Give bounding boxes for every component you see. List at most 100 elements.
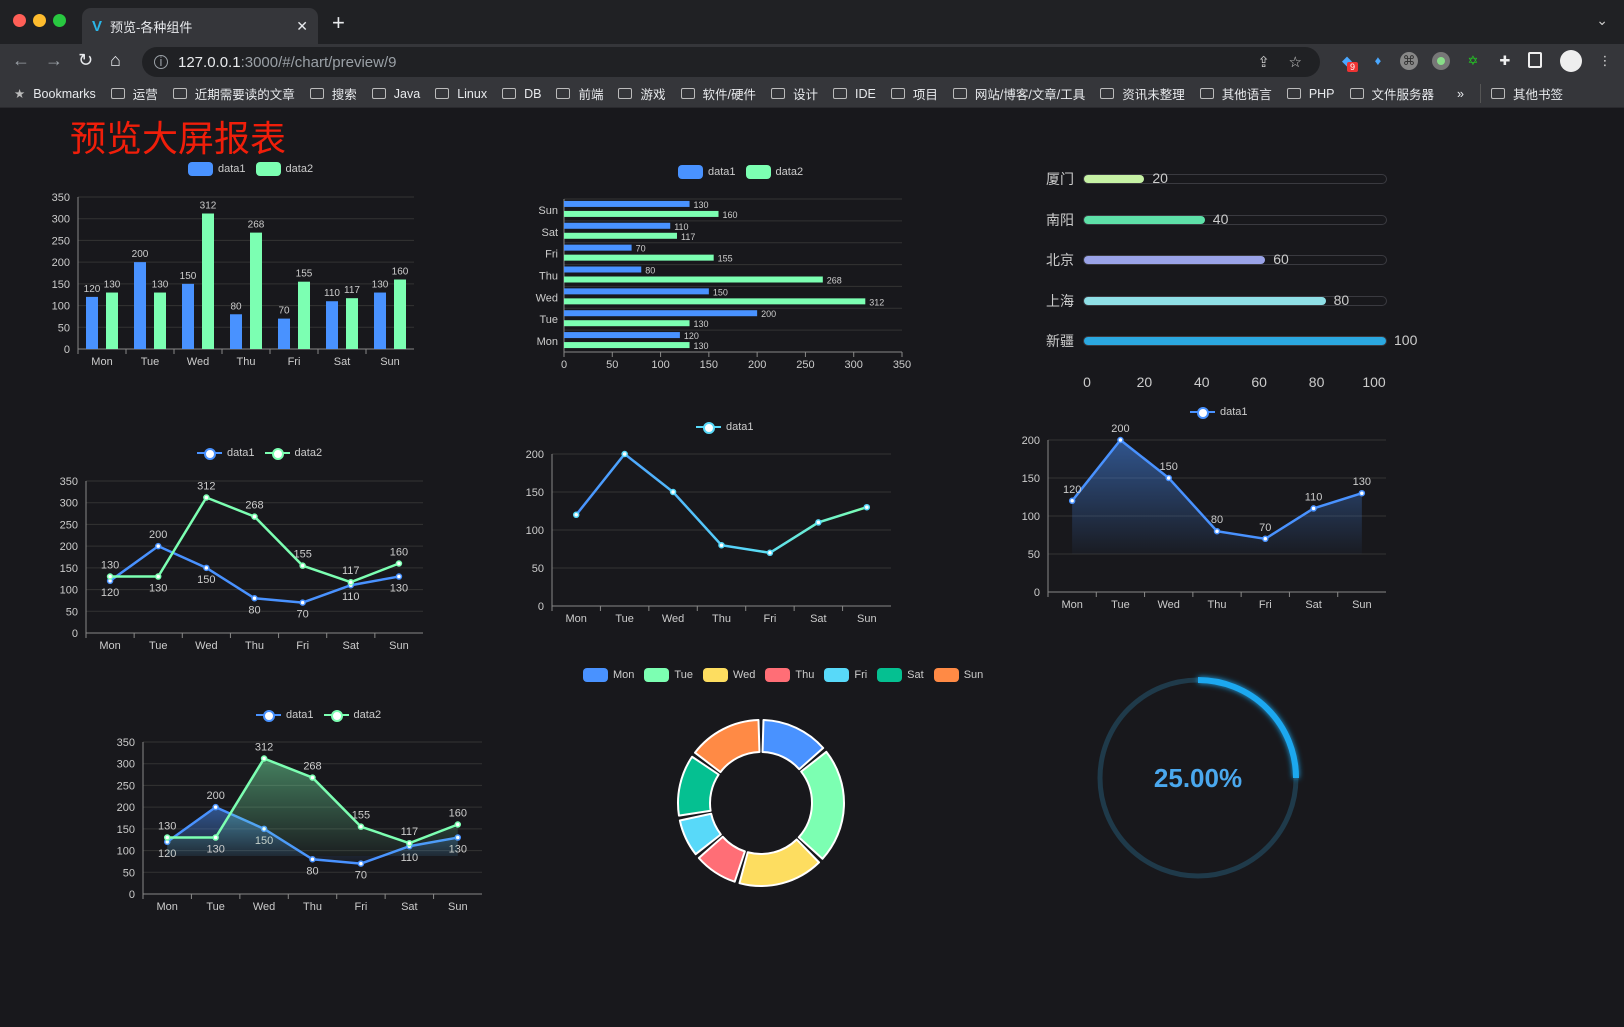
legend-item[interactable]: data1 [678,165,736,179]
y-tick-label: 0 [72,628,78,640]
home-icon[interactable]: ⌂ [110,50,121,70]
gem-extension-icon[interactable]: ♦ [1374,53,1382,68]
bookmark-folder[interactable]: Linux [435,84,487,103]
legend-item[interactable]: Thu [765,668,814,682]
back-icon[interactable]: ← [12,50,30,70]
x-tick-label: 0 [561,359,567,371]
legend-item[interactable]: data1 [188,162,246,176]
site-info-icon[interactable]: i [154,55,168,69]
data-point [454,821,462,828]
bookmark-folder[interactable]: 网站/博客/文章/工具 [952,84,1085,103]
data-label: 130 [158,821,176,833]
bookmark-folder[interactable]: 文件服务器 [1349,84,1434,103]
legend-item[interactable]: data1 [256,708,314,722]
reload-icon[interactable]: ↻ [78,50,94,70]
command-extension-icon[interactable]: ⌘ [1400,52,1418,70]
legend-item[interactable]: Sun [933,668,983,682]
y-tick-label: 0 [538,601,544,613]
green-dot-extension-icon[interactable] [1432,52,1450,70]
x-tick-label: 250 [796,359,814,371]
folder-icon [952,88,967,99]
progress-value: 20 [1152,170,1168,186]
legend-item[interactable]: Fri [824,668,867,682]
side-panel-icon[interactable] [1528,52,1542,68]
share-icon[interactable]: ⇪ [1257,54,1270,71]
data-label: 200 [149,529,167,541]
data-point [357,860,365,867]
bookmark-folder[interactable]: 近期需要读的文章 [172,84,295,103]
area-data2 [167,758,458,856]
minimize-window-button[interactable] [33,14,46,27]
more-bookmarks-button[interactable]: » [1457,86,1464,101]
progress-fill [1084,215,1205,224]
data-label: 117 [344,285,360,296]
close-window-button[interactable] [13,14,26,27]
bookmark-folder[interactable]: PHP [1286,84,1335,103]
data-point [815,519,822,526]
y-tick-label: 250 [52,235,70,247]
new-tab-button[interactable]: + [332,10,345,35]
bookmark-folder[interactable]: IDE [833,84,876,103]
browser-tab[interactable]: V 预览-各种组件 ✕ [82,8,318,44]
folder-label: 项目 [912,88,938,102]
bookmark-folder[interactable]: 游戏 [618,84,666,103]
bookmark-folder[interactable]: 运营 [110,84,158,103]
legend-item[interactable]: Tue [644,668,693,682]
menu-icon[interactable]: ⋮ [1598,53,1612,68]
data-point [1213,527,1221,535]
progress-label: 南阳 [1046,211,1074,228]
bookmark-folder[interactable]: Java [371,84,420,103]
bar-data1 [374,292,386,349]
data-point [203,564,210,572]
legend-item[interactable]: data1 [696,420,754,434]
y-tick-label: 350 [52,192,70,204]
data-label: 80 [1211,514,1223,526]
legend-item[interactable]: Wed [702,668,755,682]
data-label: 155 [352,810,370,822]
bookmark-folder[interactable]: DB [502,84,541,103]
progress-track: 80 [1083,292,1387,308]
data-label: 312 [197,481,215,493]
profile-avatar[interactable] [1560,50,1582,72]
extension-icon[interactable]: ◆ [1342,53,1352,68]
legend-item[interactable]: data1 [1190,405,1248,419]
data-point [260,755,268,762]
data-point [163,834,171,841]
bookmark-folder[interactable]: 搜索 [309,84,357,103]
star-extension-icon[interactable]: ✡ [1467,53,1479,68]
bookmark-folder[interactable]: 软件/硬件 [680,84,756,103]
data-label: 130 [390,583,408,595]
puzzle-extensions-icon[interactable]: ✚ [1499,53,1511,68]
bookmarks-button[interactable]: ★ Bookmarks [14,86,96,102]
bookmark-folder[interactable]: 资讯未整理 [1100,84,1185,103]
y-tick-label: 100 [526,525,544,537]
folder-label: DB [524,86,542,101]
bookmark-folder[interactable]: 项目 [890,84,938,103]
x-tick-label: Sat [1305,599,1322,611]
legend-item[interactable]: Mon [583,668,634,682]
legend-item[interactable]: data2 [745,165,803,179]
y-tick-label: 50 [1028,549,1040,561]
tab-search-icon[interactable]: ⌄ [1596,12,1608,28]
legend-item[interactable]: data2 [323,708,381,722]
bookmark-folder[interactable]: 其他语言 [1199,84,1272,103]
legend-item[interactable]: data1 [197,446,255,460]
data-label: 130 [101,560,119,572]
bookmark-folder[interactable]: 前端 [556,84,603,103]
legend-item[interactable]: data2 [255,162,313,176]
legend-item[interactable]: Sat [877,668,924,682]
address-bar[interactable]: i 127.0.0.1:3000/#/chart/preview/9 ⇪ ☆ [142,47,1320,77]
legend-swatch-icon [255,162,281,176]
other-bookmarks-folder[interactable]: 其他书签 [1479,84,1563,103]
legend-item[interactable]: data2 [264,446,322,460]
bookmark-star-icon[interactable]: ☆ [1288,54,1302,71]
data-label: 130 [1353,476,1371,488]
x-tick-label: 150 [700,359,718,371]
legend-label: data1 [286,709,314,721]
bookmark-folder[interactable]: 设计 [770,84,818,103]
close-tab-icon[interactable]: ✕ [296,17,308,34]
x-tick-label: 200 [748,359,766,371]
bar-data2 [394,279,406,349]
maximize-window-button[interactable] [53,14,66,27]
forward-icon[interactable]: → [45,50,63,70]
